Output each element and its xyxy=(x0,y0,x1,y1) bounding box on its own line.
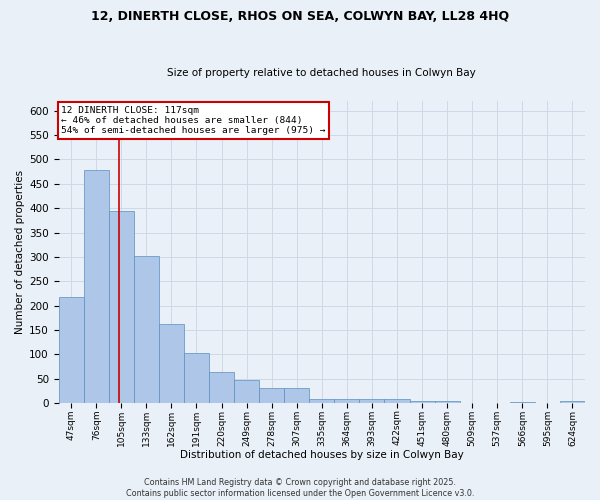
Bar xyxy=(134,256,159,403)
Bar xyxy=(109,210,134,403)
Bar xyxy=(259,388,284,403)
Bar xyxy=(234,380,259,403)
Bar xyxy=(560,402,585,403)
X-axis label: Distribution of detached houses by size in Colwyn Bay: Distribution of detached houses by size … xyxy=(180,450,464,460)
Bar xyxy=(410,401,434,403)
Bar xyxy=(334,399,359,403)
Bar xyxy=(209,372,234,403)
Text: Contains HM Land Registry data © Crown copyright and database right 2025.
Contai: Contains HM Land Registry data © Crown c… xyxy=(126,478,474,498)
Bar xyxy=(159,324,184,403)
Bar xyxy=(309,399,334,403)
Bar xyxy=(359,399,385,403)
Text: 12 DINERTH CLOSE: 117sqm
← 46% of detached houses are smaller (844)
54% of semi-: 12 DINERTH CLOSE: 117sqm ← 46% of detach… xyxy=(61,106,326,136)
Y-axis label: Number of detached properties: Number of detached properties xyxy=(15,170,25,334)
Bar xyxy=(434,402,460,403)
Bar xyxy=(59,297,84,403)
Bar xyxy=(284,388,309,403)
Title: Size of property relative to detached houses in Colwyn Bay: Size of property relative to detached ho… xyxy=(167,68,476,78)
Bar xyxy=(184,352,209,403)
Bar xyxy=(84,170,109,403)
Text: 12, DINERTH CLOSE, RHOS ON SEA, COLWYN BAY, LL28 4HQ: 12, DINERTH CLOSE, RHOS ON SEA, COLWYN B… xyxy=(91,10,509,23)
Bar xyxy=(510,402,535,403)
Bar xyxy=(385,399,410,403)
